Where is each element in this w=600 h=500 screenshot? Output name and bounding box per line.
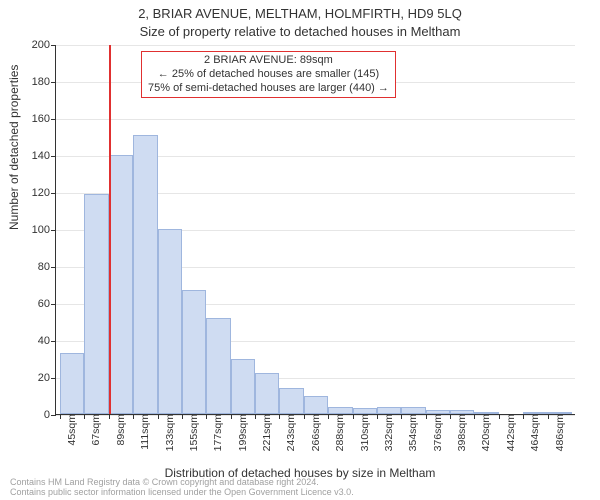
histogram-bar	[231, 359, 255, 415]
xtick-label: 111sqm	[137, 414, 151, 450]
xtick-mark	[426, 414, 427, 419]
histogram-bar	[377, 407, 401, 414]
xtick-mark	[450, 414, 451, 419]
footer-attribution: Contains HM Land Registry data © Crown c…	[10, 478, 354, 498]
ytick-label: 200	[32, 39, 56, 51]
histogram-bar	[255, 373, 279, 414]
xtick-label: 177sqm	[210, 414, 224, 451]
chart-title-address: 2, BRIAR AVENUE, MELTHAM, HOLMFIRTH, HD9…	[0, 6, 600, 21]
histogram-bar	[84, 194, 108, 414]
histogram-bar	[60, 353, 84, 414]
gridline-h	[56, 119, 575, 120]
histogram-bar	[279, 388, 303, 414]
xtick-mark	[255, 414, 256, 419]
xtick-mark	[84, 414, 85, 419]
xtick-label: 288sqm	[332, 414, 346, 451]
xtick-label: 199sqm	[235, 414, 249, 451]
reference-line	[109, 45, 111, 414]
xtick-mark	[206, 414, 207, 419]
ytick-label: 100	[32, 224, 56, 236]
gridline-h	[56, 45, 575, 46]
xtick-label: 486sqm	[552, 414, 566, 451]
ytick-label: 0	[44, 409, 56, 421]
histogram-bar	[158, 229, 182, 414]
y-axis-label: Number of detached properties	[7, 65, 21, 230]
xtick-mark	[548, 414, 549, 419]
histogram-bar	[206, 318, 230, 414]
plot-frame: 02040608010012014016018020045sqm67sqm89s…	[55, 45, 575, 415]
xtick-label: 332sqm	[381, 414, 395, 451]
xtick-mark	[279, 414, 280, 419]
histogram-bar	[401, 407, 425, 414]
xtick-label: 155sqm	[186, 414, 200, 451]
chart-container: 2, BRIAR AVENUE, MELTHAM, HOLMFIRTH, HD9…	[0, 0, 600, 500]
xtick-label: 133sqm	[162, 414, 176, 451]
xtick-mark	[328, 414, 329, 419]
ytick-label: 60	[38, 298, 56, 310]
histogram-bar	[133, 135, 157, 414]
xtick-mark	[109, 414, 110, 419]
xtick-mark	[353, 414, 354, 419]
ytick-label: 80	[38, 261, 56, 273]
ytick-label: 20	[38, 372, 56, 384]
xtick-mark	[523, 414, 524, 419]
ytick-label: 180	[32, 76, 56, 88]
ytick-label: 160	[32, 113, 56, 125]
xtick-label: 266sqm	[308, 414, 322, 451]
xtick-mark	[133, 414, 134, 419]
histogram-bar	[304, 396, 328, 415]
xtick-label: 442sqm	[503, 414, 517, 451]
annotation-line-1: 2 BRIAR AVENUE: 89sqm	[148, 54, 389, 68]
annotation-line-2: ← 25% of detached houses are smaller (14…	[148, 68, 389, 82]
xtick-mark	[182, 414, 183, 419]
ytick-label: 140	[32, 150, 56, 162]
xtick-label: 354sqm	[405, 414, 419, 451]
histogram-bar	[182, 290, 206, 414]
xtick-mark	[377, 414, 378, 419]
xtick-mark	[474, 414, 475, 419]
footer-line-2: Contains public sector information licen…	[10, 488, 354, 498]
xtick-mark	[158, 414, 159, 419]
xtick-label: 398sqm	[454, 414, 468, 451]
ytick-label: 120	[32, 187, 56, 199]
xtick-label: 464sqm	[527, 414, 541, 451]
xtick-mark	[401, 414, 402, 419]
xtick-label: 243sqm	[283, 414, 297, 451]
xtick-label: 420sqm	[478, 414, 492, 451]
xtick-label: 376sqm	[430, 414, 444, 451]
xtick-mark	[231, 414, 232, 419]
xtick-label: 221sqm	[259, 414, 273, 451]
ytick-label: 40	[38, 335, 56, 347]
xtick-label: 67sqm	[88, 414, 102, 446]
annotation-box: 2 BRIAR AVENUE: 89sqm ← 25% of detached …	[141, 51, 396, 98]
histogram-bar	[328, 407, 352, 414]
xtick-label: 89sqm	[113, 414, 127, 446]
xtick-label: 310sqm	[357, 414, 371, 451]
histogram-bar	[109, 155, 133, 414]
chart-subtitle: Size of property relative to detached ho…	[0, 24, 600, 39]
annotation-line-3: 75% of semi-detached houses are larger (…	[148, 82, 389, 96]
plot-area: 02040608010012014016018020045sqm67sqm89s…	[55, 45, 575, 415]
xtick-label: 45sqm	[64, 414, 78, 446]
xtick-mark	[304, 414, 305, 419]
xtick-mark	[499, 414, 500, 419]
xtick-mark	[60, 414, 61, 419]
